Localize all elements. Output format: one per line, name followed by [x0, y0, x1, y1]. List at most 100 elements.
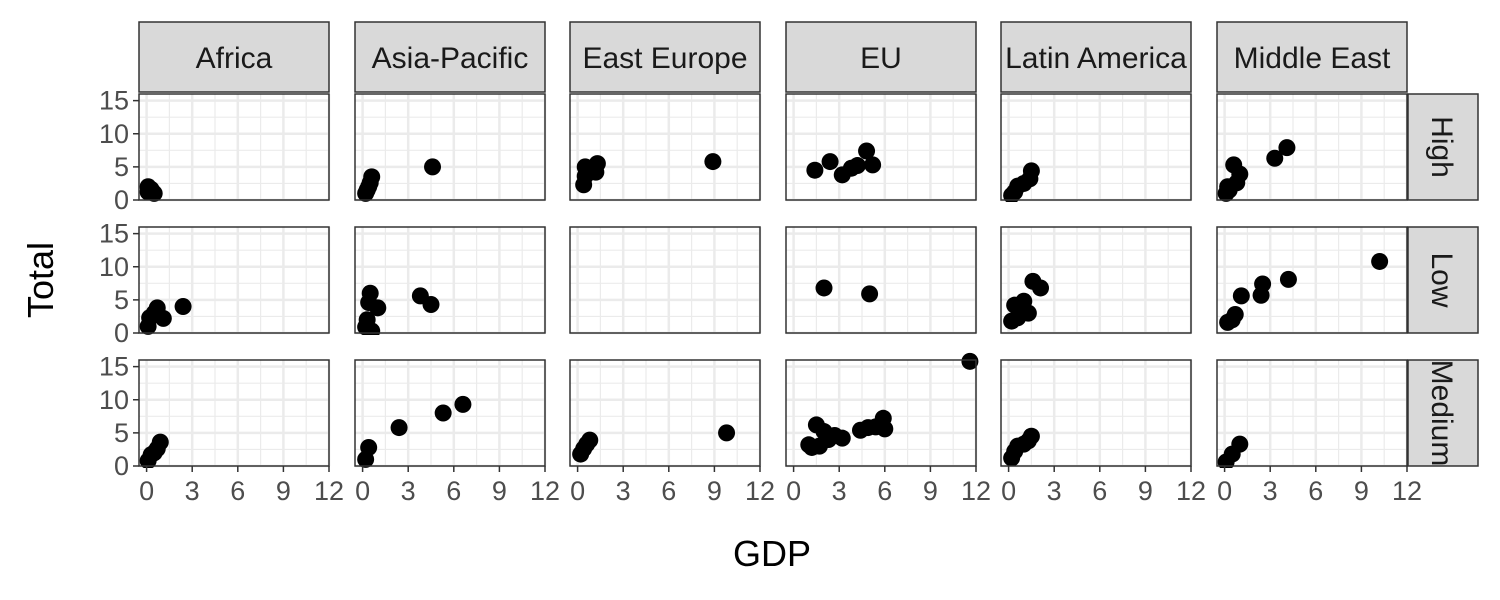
column-strip-label: Africa: [196, 42, 273, 75]
x-tick-label: 6: [446, 476, 461, 506]
data-point: [833, 429, 851, 447]
data-point: [815, 279, 833, 297]
x-tick-label: 9: [707, 476, 722, 506]
data-point: [369, 299, 387, 317]
row-strip-medium: [1407, 359, 1479, 467]
column-strip-eu: [785, 21, 977, 93]
data-point: [363, 322, 381, 335]
data-point: [390, 419, 408, 437]
panel-middle-east-medium: [1216, 359, 1409, 468]
panel-middle-east-high: [1216, 93, 1409, 202]
x-tick-label: 3: [185, 476, 200, 506]
panel-border: [138, 359, 330, 467]
x-tick-label: 12: [314, 476, 344, 506]
data-point: [704, 153, 722, 171]
panel-border: [354, 93, 546, 201]
x-tick-label: 12: [745, 476, 775, 506]
data-point: [454, 395, 472, 413]
x-tick-label: 9: [276, 476, 291, 506]
panel-africa-low: [138, 226, 331, 335]
column-strip-label: East Europe: [582, 42, 747, 75]
x-tick-label: 12: [961, 476, 991, 506]
data-point: [1231, 435, 1249, 453]
y-tick-label: 10: [99, 252, 129, 282]
panel-africa-high: [138, 93, 331, 202]
y-tick-label: 5: [114, 418, 129, 448]
data-point: [363, 168, 381, 186]
x-tick-label: 12: [530, 476, 560, 506]
y-tick-label: 15: [99, 86, 129, 116]
row-strip-label: Low: [1425, 252, 1458, 307]
data-point: [1279, 270, 1297, 288]
panel-border: [569, 93, 761, 201]
facet-strips: Africa Asia-Pacific East Europe EU Latin Ame…: [138, 21, 1479, 467]
y-axis-title: Total: [20, 242, 61, 318]
data-point: [1232, 287, 1250, 305]
panel-background: [1217, 94, 1407, 200]
data-point: [434, 404, 452, 422]
panel-middle-east-low: [1216, 226, 1409, 335]
data-point: [864, 156, 882, 174]
x-tick-label: 12: [1392, 476, 1422, 506]
panel-border: [138, 226, 330, 334]
column-strip-middle-east: [1216, 21, 1408, 93]
x-tick-label: 0: [1217, 476, 1232, 506]
panel-border: [354, 226, 546, 334]
panel-border: [1000, 93, 1192, 201]
panel-east-europe-medium: [569, 359, 762, 468]
data-point: [1019, 304, 1037, 322]
column-strip-label: Asia-Pacific: [372, 42, 529, 75]
x-tick-label: 3: [1047, 476, 1062, 506]
y-tick-label: 5: [114, 152, 129, 182]
data-point: [1032, 279, 1050, 297]
panel-border: [1000, 226, 1192, 334]
panel-background: [786, 94, 976, 200]
row-strip-label: Medium: [1425, 360, 1458, 467]
x-axis-title: GDP: [733, 533, 811, 574]
column-strip-africa: [138, 21, 330, 93]
data-point: [1254, 275, 1272, 293]
data-point: [1371, 252, 1389, 270]
column-strip-label: EU: [860, 42, 902, 75]
y-tick-label: 10: [99, 119, 129, 149]
panel-latin-america-high: [1000, 93, 1193, 202]
data-point: [1022, 427, 1040, 445]
y-tick-label: 0: [114, 318, 129, 348]
panel-background: [786, 227, 976, 333]
x-tick-label: 6: [877, 476, 892, 506]
x-tick-label: 0: [786, 476, 801, 506]
data-point: [848, 157, 866, 175]
x-tick-label: 6: [661, 476, 676, 506]
x-tick-label: 3: [1263, 476, 1278, 506]
panel-eu-medium: [785, 352, 979, 468]
panel-background: [570, 94, 760, 200]
y-tick-label: 0: [114, 185, 129, 215]
x-tick-label: 6: [230, 476, 245, 506]
x-tick-label: 3: [616, 476, 631, 506]
panel-asia-pacific-medium: [354, 359, 547, 468]
panel-background: [355, 227, 545, 333]
row-strip-label: High: [1425, 116, 1458, 178]
data-point: [588, 155, 606, 173]
data-point: [961, 352, 979, 370]
column-strip-label: Middle East: [1234, 42, 1391, 75]
x-tick-label: 0: [355, 476, 370, 506]
data-point: [1226, 305, 1244, 323]
data-point: [154, 309, 172, 327]
panel-latin-america-low: [1000, 226, 1193, 335]
x-tick-label: 3: [401, 476, 416, 506]
y-tick-label: 10: [99, 385, 129, 415]
data-point: [1231, 165, 1249, 183]
column-strip-label: Latin America: [1005, 42, 1187, 75]
x-tick-label: 9: [923, 476, 938, 506]
data-point: [151, 433, 169, 451]
data-point: [1022, 162, 1040, 180]
panel-asia-pacific-low: [354, 226, 547, 335]
column-strip-latin-america: [1000, 21, 1192, 93]
panel-background: [570, 227, 760, 333]
panel-latin-america-medium: [1000, 359, 1193, 468]
column-strip-asia-pacific: [354, 21, 546, 93]
panel-eu-low: [785, 226, 978, 335]
y-tick-label: 5: [114, 285, 129, 315]
panel-africa-medium: [138, 359, 331, 468]
